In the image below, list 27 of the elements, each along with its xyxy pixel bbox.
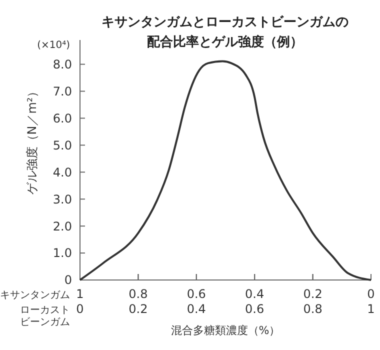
x-axis-title: 混合多糖類濃度（%） xyxy=(170,324,280,337)
x2-tick-label: 0 xyxy=(367,287,375,301)
y-tick-label: 2.0 xyxy=(52,219,72,234)
y-tick-label: 0 xyxy=(64,273,72,288)
x-tick-label: 0 xyxy=(76,302,84,316)
y-tick-label: 5.0 xyxy=(52,138,72,152)
x-tick-label: 0.4 xyxy=(186,302,206,316)
y-tick-label: 8.0 xyxy=(52,57,72,72)
x2-tick-label: 0.2 xyxy=(303,287,322,301)
y-axis-title: ゲル強度（N／m²） xyxy=(25,85,39,195)
y-tick-label: 1.0 xyxy=(52,246,72,260)
x2-tick-label: 0.6 xyxy=(186,287,206,301)
y-tick-label: 7.0 xyxy=(52,84,72,98)
text: ローカストビーンガム xyxy=(20,305,70,328)
x-tick-label: 0.2 xyxy=(128,302,148,316)
chart-title: キサンタンガムとローカストビーンガムの配合比率とゲル強度（例） xyxy=(102,15,348,50)
text: キサンタンガム xyxy=(0,290,70,301)
x-tick-label: 0.8 xyxy=(303,302,322,316)
y-tick-label: 6.0 xyxy=(52,111,72,126)
y-tick-label: 3.0 xyxy=(52,192,72,206)
x-tick-label: 1 xyxy=(367,302,375,316)
text: (×10⁴) xyxy=(37,40,70,51)
y-tick-label: 4.0 xyxy=(52,165,72,180)
x2-tick-label: 0.8 xyxy=(128,287,148,301)
x2-tick-label: 0.4 xyxy=(245,287,264,301)
x2-tick-label: 1 xyxy=(76,287,84,301)
x-tick-label: 0.6 xyxy=(245,302,264,316)
